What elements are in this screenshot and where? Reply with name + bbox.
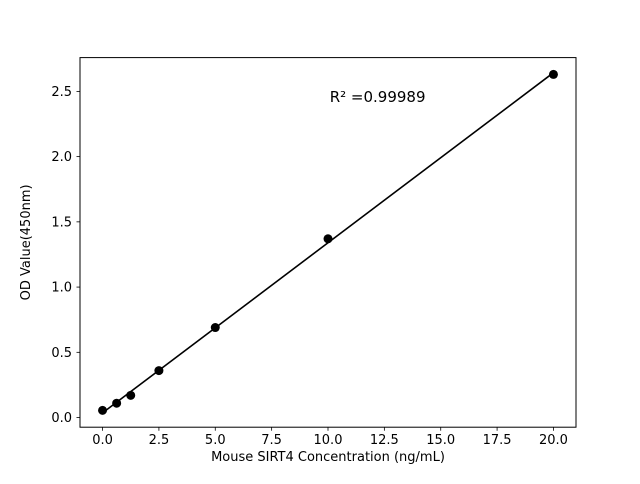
y-axis-label: OD Value(450nm)	[19, 184, 34, 300]
y-tick-label: 1.5	[51, 215, 72, 230]
data-point	[126, 390, 136, 400]
x-tick-label: 2.5	[149, 433, 170, 448]
x-tick-label: 12.5	[370, 433, 399, 448]
data-point	[154, 366, 164, 376]
data-point	[98, 405, 108, 415]
data-point	[548, 69, 558, 79]
y-tick-label: 1.0	[51, 281, 72, 296]
y-tick-label: 2.5	[51, 85, 72, 100]
y-tick-label: 0.0	[51, 411, 72, 426]
x-tick-label: 5.0	[205, 433, 226, 448]
x-axis-label: Mouse SIRT4 Concentration (ng/mL)	[211, 450, 445, 465]
data-point	[112, 398, 122, 408]
r-squared-annotation: R² =0.99989	[330, 88, 426, 106]
x-tick-label: 15.0	[426, 433, 455, 448]
data-point	[210, 323, 220, 333]
y-tick-label: 0.5	[51, 346, 72, 361]
x-tick-label: 17.5	[483, 433, 512, 448]
y-tick-label: 2.0	[51, 150, 72, 165]
x-tick-label: 20.0	[539, 433, 568, 448]
x-tick-label: 0.0	[92, 433, 113, 448]
x-tick-label: 10.0	[314, 433, 343, 448]
data-point	[323, 234, 333, 244]
x-tick-label: 7.5	[261, 433, 282, 448]
